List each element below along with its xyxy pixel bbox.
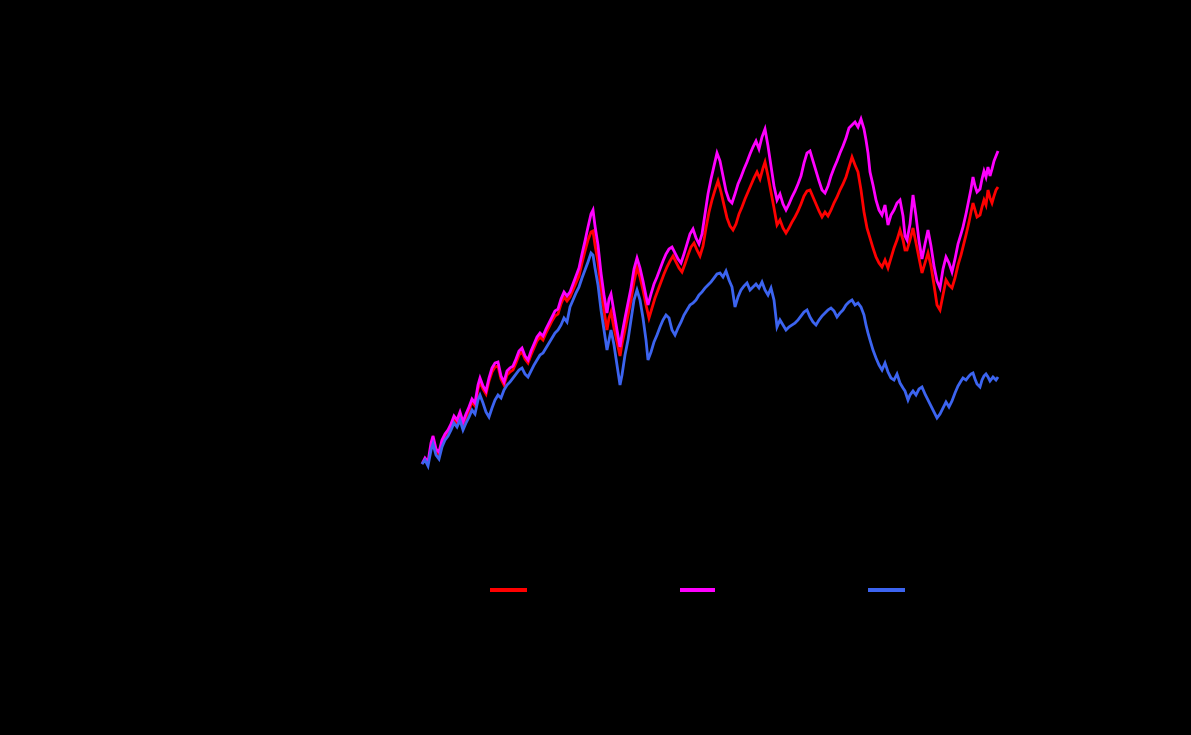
series-group bbox=[420, 114, 1000, 471]
red-series-line bbox=[420, 152, 1000, 467]
magenta-series-line bbox=[420, 114, 1000, 466]
blue-series-line bbox=[420, 250, 1000, 471]
